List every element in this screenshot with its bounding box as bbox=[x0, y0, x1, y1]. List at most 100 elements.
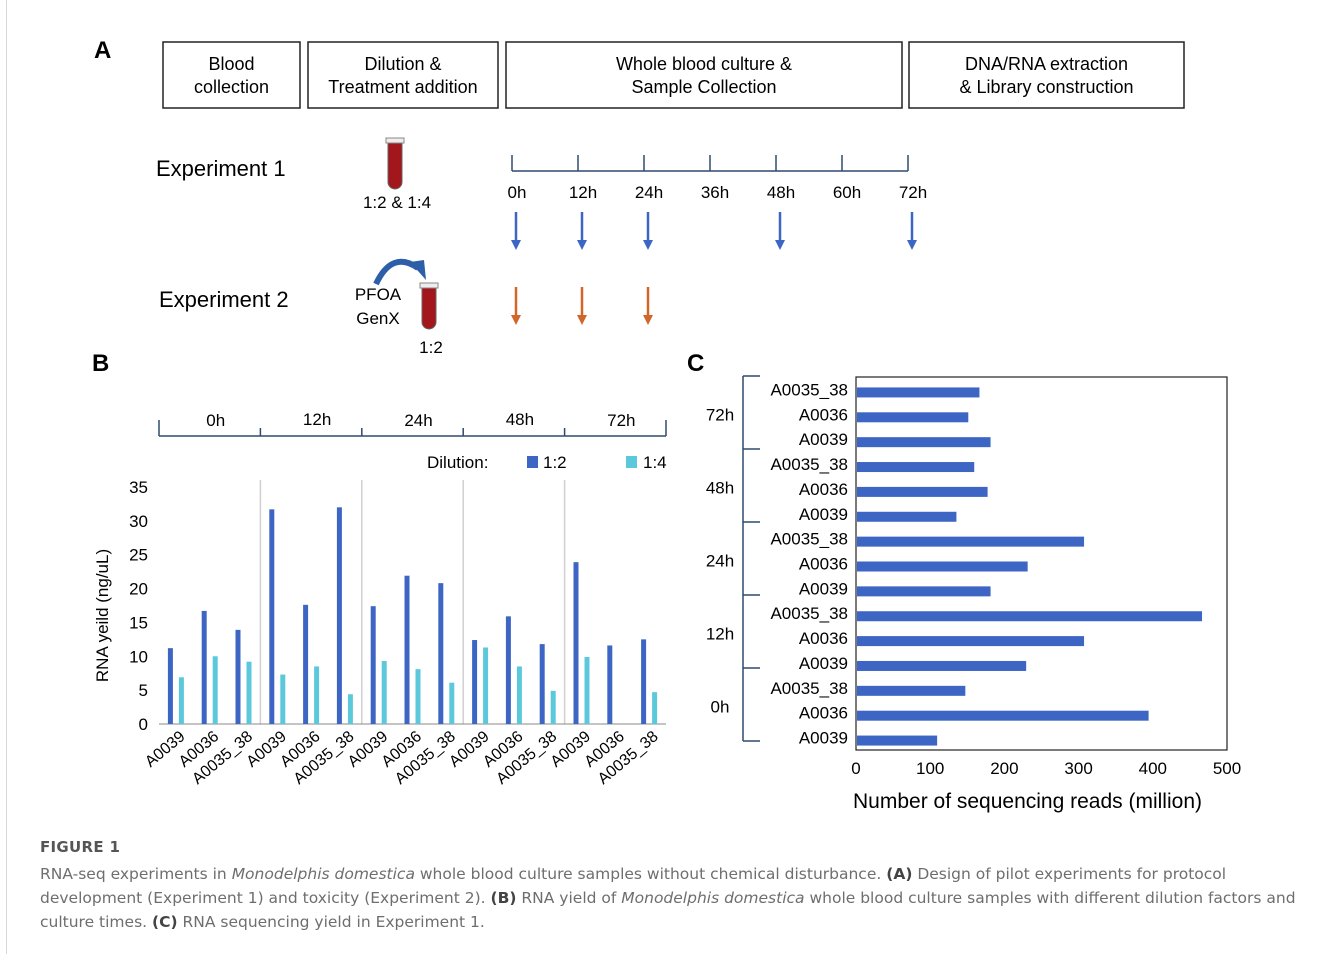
y-tick-label: 35 bbox=[129, 478, 148, 497]
bar-dilution-1-4 bbox=[381, 661, 387, 724]
bar-chart-c: A0035_38 A0036 A0039 A0035_38 A0036 A0039 A003… bbox=[706, 375, 1241, 813]
bar-dilution-1-2 bbox=[201, 610, 207, 724]
y-tick-label: 20 bbox=[129, 580, 148, 599]
workflow-box-text: & Library construction bbox=[959, 77, 1133, 97]
exp1-arrow-icon-head bbox=[511, 240, 521, 250]
bar-sequencing-reads bbox=[857, 660, 1027, 671]
bar-sequencing-reads bbox=[857, 412, 969, 423]
y-category-label: A0035_38 bbox=[770, 679, 848, 698]
workflow-box-text: collection bbox=[194, 77, 269, 97]
workflow-box-text: Whole blood culture & bbox=[616, 54, 792, 74]
bar-sequencing-reads bbox=[857, 486, 988, 497]
bar-sequencing-reads bbox=[857, 387, 980, 398]
treatment-genx: GenX bbox=[356, 309, 399, 328]
treatment-pfoa: PFOA bbox=[355, 285, 402, 304]
exp1-arrow-icon-head bbox=[643, 240, 653, 250]
group-label: 12h bbox=[303, 410, 331, 429]
group-label: 24h bbox=[706, 552, 734, 571]
workflow-box bbox=[505, 41, 903, 109]
blood-tube-icon bbox=[419, 282, 439, 330]
group-label: 48h bbox=[706, 479, 734, 498]
workflow-box-text: Blood bbox=[208, 54, 254, 74]
group-label: 48h bbox=[506, 410, 534, 429]
bar-dilution-1-2 bbox=[539, 644, 545, 724]
workflow-box-text: Dilution & bbox=[364, 54, 441, 74]
group-label: 0h bbox=[711, 698, 730, 717]
bar-dilution-1-2 bbox=[573, 562, 579, 724]
caption-label: FIGURE 1 bbox=[40, 838, 121, 856]
timeline-label: 48h bbox=[767, 183, 795, 202]
plot-frame bbox=[855, 376, 1228, 751]
exp2-arrow-icon-head bbox=[577, 315, 587, 325]
page-border bbox=[6, 0, 7, 954]
bar-dilution-1-4 bbox=[178, 677, 184, 724]
bar-sequencing-reads bbox=[857, 511, 957, 522]
bar-dilution-1-2 bbox=[404, 575, 410, 724]
bar-dilution-1-4 bbox=[314, 666, 320, 724]
curved-arrow-icon bbox=[373, 258, 420, 286]
bar-dilution-1-2 bbox=[438, 583, 444, 724]
y-category-label: A0035_38 bbox=[770, 455, 848, 474]
exp1-arrow-icon-head bbox=[775, 240, 785, 250]
group-label: 72h bbox=[706, 406, 734, 425]
x-tick-label: 0 bbox=[851, 759, 860, 778]
bar-dilution-1-2 bbox=[607, 645, 613, 724]
bar-sequencing-reads bbox=[857, 437, 991, 448]
bar-dilution-1-4 bbox=[652, 692, 658, 724]
panel-a: A Blood collection Dilution & Treatment add… bbox=[94, 37, 1185, 357]
x-axis-label: Number of sequencing reads (million) bbox=[853, 790, 1202, 813]
bar-dilution-1-4 bbox=[246, 661, 252, 724]
legend-label-1-2: 1:2 bbox=[543, 453, 567, 472]
bar-dilution-1-2 bbox=[303, 604, 309, 724]
bar-dilution-1-4 bbox=[415, 669, 421, 724]
bar-sequencing-reads bbox=[857, 710, 1149, 721]
bar-dilution-1-2 bbox=[641, 639, 647, 724]
exp2-arrow-icon-head bbox=[511, 315, 521, 325]
legend-label-1-4: 1:4 bbox=[643, 453, 667, 472]
bar-sequencing-reads bbox=[857, 735, 938, 746]
y-category-label: A0036 bbox=[799, 480, 848, 499]
y-tick-label: 30 bbox=[129, 512, 148, 531]
bar-sequencing-reads bbox=[857, 685, 966, 696]
workflow-box bbox=[908, 41, 1185, 109]
bar-dilution-1-2 bbox=[269, 509, 275, 724]
y-axis-label: RNA yeild (ng/uL) bbox=[93, 549, 112, 682]
experiment2-title: Experiment 2 bbox=[159, 287, 289, 312]
y-category-label: A0035_38 bbox=[770, 380, 848, 399]
y-category-label: A0036 bbox=[799, 405, 848, 424]
bar-dilution-1-2 bbox=[472, 640, 478, 724]
timeline-label: 60h bbox=[833, 183, 861, 202]
bar-sequencing-reads bbox=[857, 462, 975, 473]
y-category-label: A0039 bbox=[799, 430, 848, 449]
blood-tube-icon bbox=[385, 137, 405, 190]
y-tick-label: 5 bbox=[139, 681, 148, 700]
timeline-label: 36h bbox=[701, 183, 729, 202]
bar-dilution-1-2 bbox=[370, 606, 376, 724]
bar-dilution-1-4 bbox=[516, 666, 522, 724]
experiment1-title: Experiment 1 bbox=[156, 156, 286, 181]
group-label: 72h bbox=[607, 411, 635, 430]
timeline-label: 72h bbox=[899, 183, 927, 202]
exp1-arrow-icon-head bbox=[907, 240, 917, 250]
workflow-box-text: Treatment addition bbox=[328, 77, 477, 97]
y-category-label: A0035_38 bbox=[770, 530, 848, 549]
x-tick-label: 200 bbox=[990, 759, 1018, 778]
bar-dilution-1-4 bbox=[483, 647, 489, 724]
x-tick-label: 100 bbox=[916, 759, 944, 778]
x-tick-label: 500 bbox=[1213, 759, 1241, 778]
caption-text: RNA-seq experiments in Monodelphis domes… bbox=[40, 865, 1296, 931]
bar-dilution-1-2 bbox=[235, 629, 241, 724]
experiment1-dilution: 1:2 & 1:4 bbox=[363, 193, 431, 212]
y-category-label: A0039 bbox=[799, 729, 848, 748]
bar-dilution-1-4 bbox=[280, 674, 286, 724]
bar-dilution-1-4 bbox=[347, 694, 353, 724]
group-label: 0h bbox=[206, 411, 225, 430]
bar-sequencing-reads bbox=[857, 611, 1203, 622]
y-category-label: A0035_38 bbox=[770, 604, 848, 623]
bar-dilution-1-2 bbox=[505, 616, 511, 724]
y-tick-label: 0 bbox=[139, 715, 148, 734]
bar-dilution-1-4 bbox=[550, 690, 556, 724]
bar-dilution-1-4 bbox=[584, 656, 590, 724]
bar-sequencing-reads bbox=[857, 636, 1085, 647]
